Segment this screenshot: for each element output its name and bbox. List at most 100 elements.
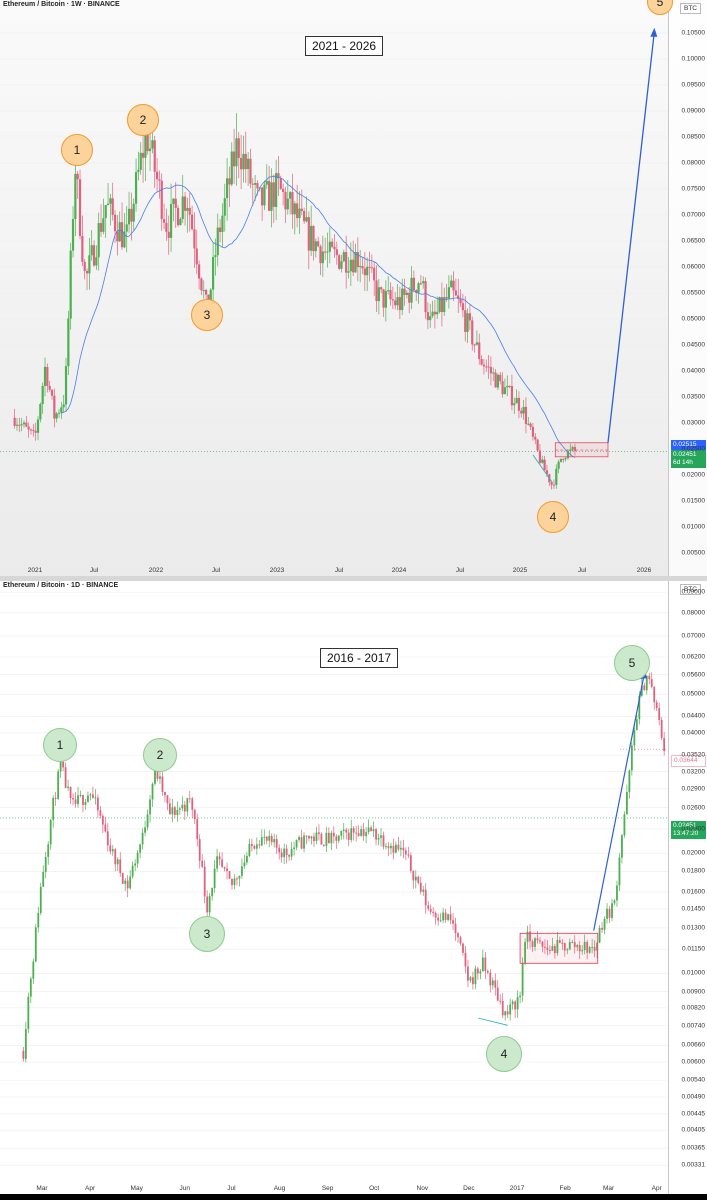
weekly-y-tick-label: 0.00500: [681, 549, 706, 557]
weekly-candle-body: [85, 270, 89, 274]
daily-y-tick-label: 0.00445: [681, 1110, 706, 1118]
weekly-candle-body: [83, 261, 86, 271]
daily-chart-plot[interactable]: [0, 581, 707, 1194]
daily-candle-body: [298, 837, 300, 840]
daily-candle-body: [57, 771, 60, 799]
weekly-candle-body: [550, 482, 553, 485]
daily-candle-body: [59, 761, 62, 772]
weekly-candle-body: [60, 407, 63, 413]
daily-x-tick-label: Mar: [36, 1185, 48, 1192]
weekly-candle-body: [141, 152, 145, 158]
weekly-candle-body: [254, 183, 257, 185]
daily-candle-body: [201, 860, 204, 867]
weekly-candle-body: [53, 395, 56, 419]
weekly-countdown: 6d 14h: [673, 459, 693, 466]
daily-candle-body: [258, 844, 261, 846]
weekly-candle-body: [279, 178, 282, 189]
weekly-candle-body: [286, 198, 289, 210]
daily-time-axis[interactable]: Mar Apr May Jun Jul Aug Sep Oct Nov Dec 2017 Feb Mar…: [0, 1180, 669, 1194]
weekly-candle-body: [226, 178, 229, 199]
weekly-candle-body: [480, 359, 483, 365]
weekly-chart-plot[interactable]: [0, 0, 707, 576]
weekly-candle-body: [342, 252, 345, 262]
daily-candle-body: [260, 837, 263, 846]
daily-candle-body: [422, 889, 425, 892]
daily-candle-body: [447, 914, 449, 920]
weekly-candle-body: [331, 241, 334, 247]
daily-candle-body: [437, 917, 440, 921]
wave-label-3: 3: [189, 916, 225, 952]
weekly-trend-line: [532, 454, 553, 483]
daily-candle-body: [568, 942, 571, 950]
weekly-candle-body: [340, 261, 343, 269]
weekly-candle-body: [468, 313, 472, 321]
weekly-candle-body: [181, 196, 184, 219]
daily-candle-body: [181, 804, 184, 809]
daily-candle-body: [529, 931, 531, 942]
weekly-candle-body: [384, 291, 387, 308]
weekly-candle-body: [32, 430, 35, 432]
weekly-candle-body: [34, 430, 37, 433]
weekly-x-tick-label: Jul: [455, 567, 465, 574]
daily-candle-body: [444, 912, 447, 920]
weekly-candle-body: [573, 446, 577, 452]
daily-candle-body: [320, 833, 323, 845]
weekly-candle-body: [501, 381, 504, 395]
weekly-candle-body: [88, 255, 91, 274]
daily-candle-body: [484, 957, 487, 972]
daily-candle-body: [340, 830, 343, 836]
daily-candle-body: [417, 876, 420, 883]
daily-y-tick-label: 0.00740: [681, 1022, 706, 1030]
daily-candle-body: [588, 947, 591, 953]
weekly-candle-body: [487, 366, 490, 368]
daily-candle-body: [288, 855, 291, 857]
weekly-candle-body: [251, 183, 254, 185]
weekly-candle-body: [193, 229, 196, 249]
daily-candle-body: [149, 799, 151, 815]
daily-candle-body: [521, 963, 524, 996]
daily-candle-body: [469, 977, 472, 981]
daily-y-tick-label: 0.00365: [681, 1144, 706, 1152]
daily-candle-body: [385, 846, 387, 848]
daily-candle-body: [295, 839, 298, 848]
daily-candle-body: [131, 865, 134, 877]
daily-candle-body: [380, 835, 382, 838]
weekly-candle-body: [347, 271, 350, 273]
chart-panel-daily[interactable]: Ethereum / Bitcoin · 1D · BINANCE 2016 -…: [0, 581, 707, 1194]
daily-candle-body: [87, 795, 89, 802]
weekly-candle-body: [64, 366, 68, 405]
weekly-time-axis[interactable]: 2021 Jul 2022 Jul 2023 Jul 2024 Jul 2025 Jul 2026: [0, 562, 669, 576]
daily-candle-body: [501, 1000, 504, 1016]
chart-panel-weekly[interactable]: Ethereum / Bitcoin · 1W · BINANCE 2021 -…: [0, 0, 707, 576]
weekly-candle-body: [303, 210, 306, 222]
daily-candle-body: [121, 872, 124, 884]
daily-candle-body: [655, 702, 658, 709]
weekly-price-axis[interactable]: BTC 0.02515 0.02451 6d 14h 0.10500 0.1000…: [668, 0, 707, 576]
daily-y-tick-label: 0.02000: [681, 849, 706, 857]
weekly-candle-body: [424, 281, 427, 313]
daily-price-axis[interactable]: BTC 0.03644 0.02451 13:47:20 0.09000 0.08…: [668, 581, 707, 1194]
daily-x-tick-label: Jul: [227, 1185, 236, 1192]
weekly-candle-body: [370, 267, 373, 269]
weekly-candle-body: [361, 266, 364, 269]
daily-x-tick-label: Nov: [416, 1185, 429, 1192]
weekly-candle-body: [328, 241, 331, 252]
daily-candle-body: [335, 836, 338, 841]
daily-candle-body: [442, 912, 445, 921]
weekly-candle-body: [162, 219, 166, 223]
weekly-candle-body: [50, 389, 54, 396]
daily-candle-body: [390, 845, 392, 849]
daily-candle-body: [119, 859, 122, 873]
daily-candle-body: [325, 832, 328, 846]
daily-candle-body: [82, 795, 84, 805]
weekly-candle-body: [377, 287, 380, 302]
weekly-candle-body: [176, 207, 180, 226]
daily-candle-body: [255, 844, 258, 849]
weekly-candle-body: [104, 205, 107, 219]
weekly-x-tick-label: Jul: [334, 567, 344, 574]
daily-candle-body: [496, 987, 499, 1001]
weekly-candle-body: [534, 436, 537, 440]
wave-label-1: 1: [43, 728, 77, 762]
weekly-candle-body: [354, 251, 357, 273]
weekly-candle-body: [321, 251, 324, 264]
